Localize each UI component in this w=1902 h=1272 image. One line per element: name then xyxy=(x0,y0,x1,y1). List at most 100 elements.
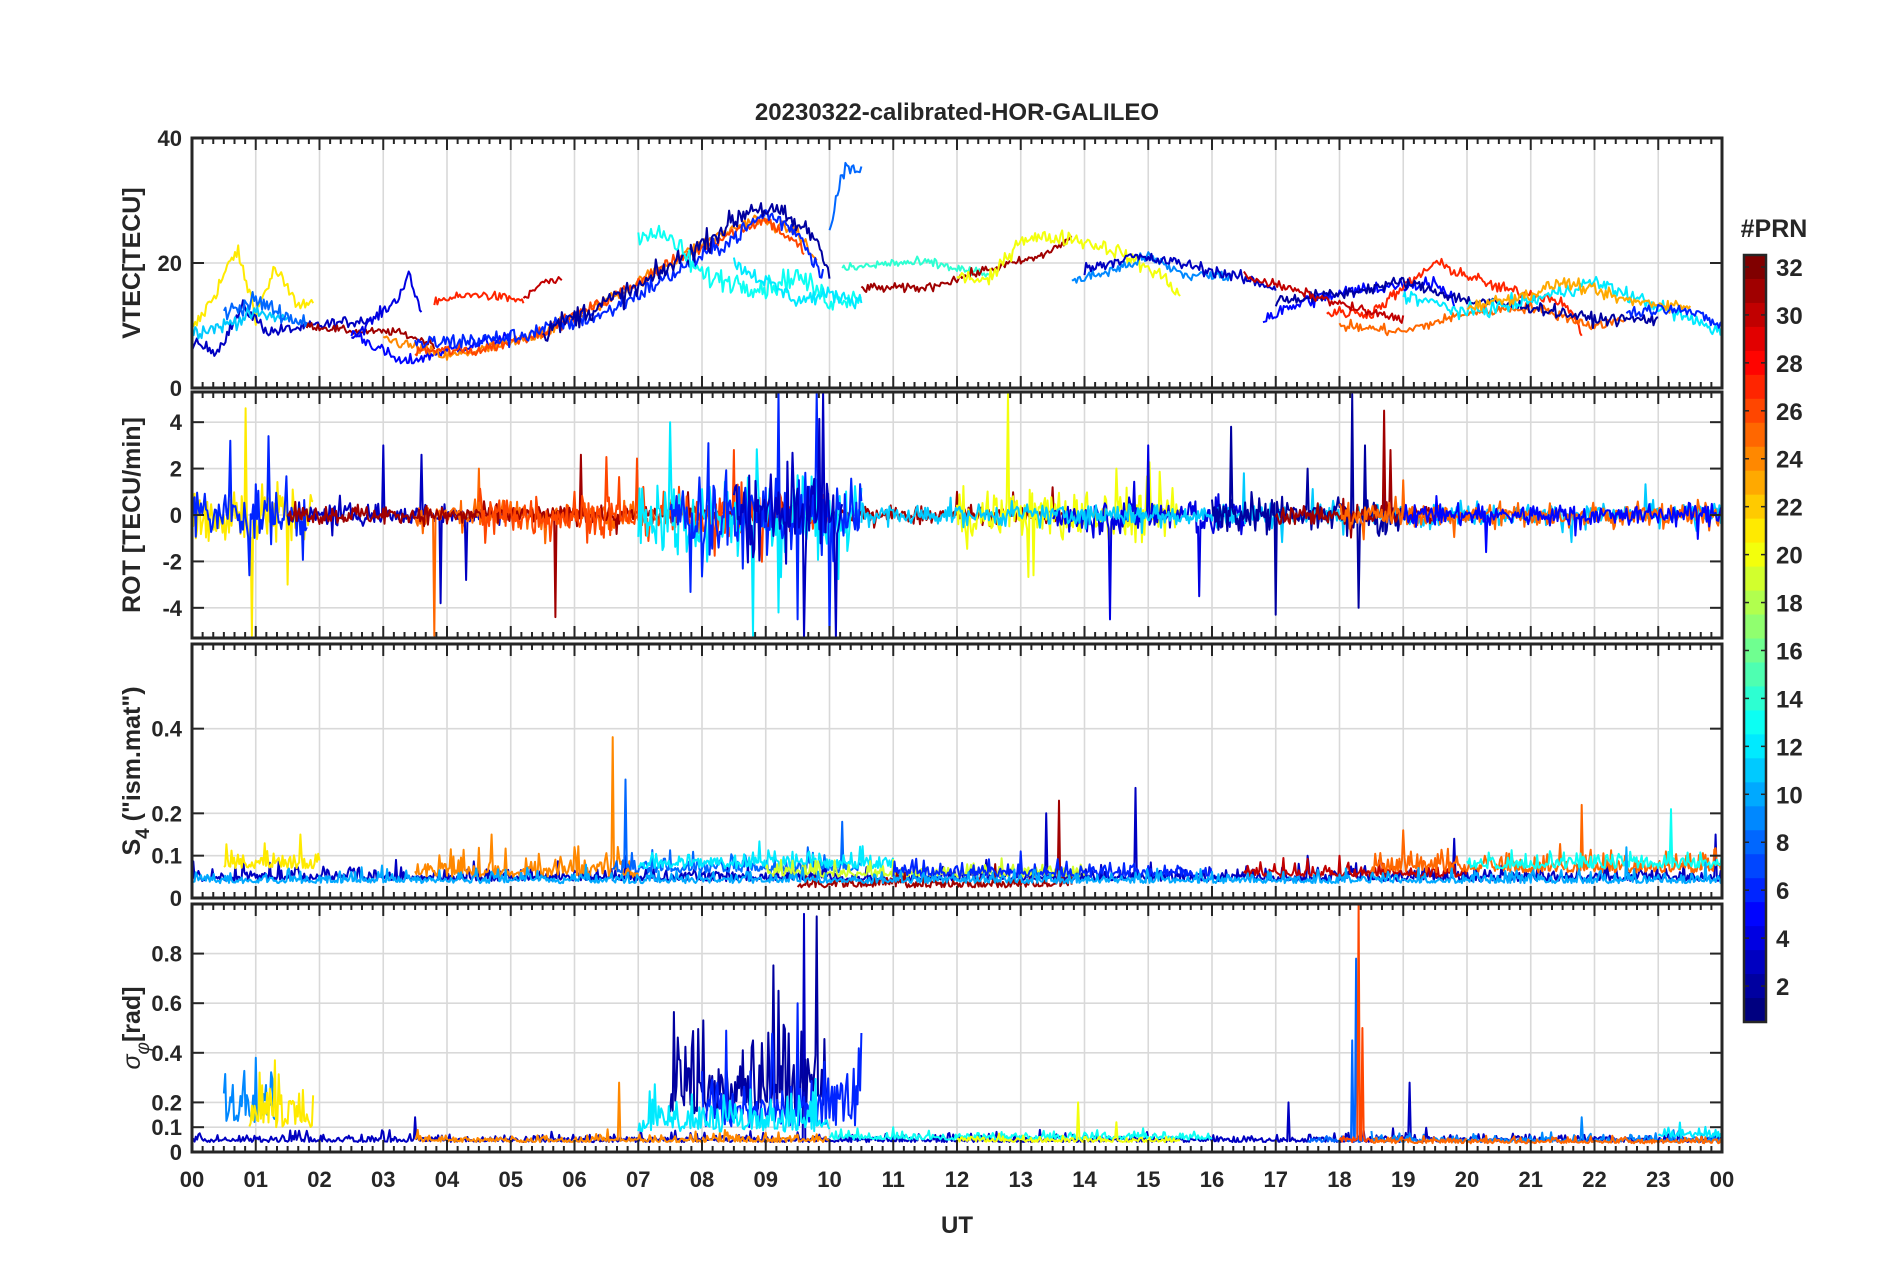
y-tick-label: 0 xyxy=(170,376,182,401)
x-tick-label: 08 xyxy=(690,1167,714,1192)
x-tick-labels: 00 01 02 03 04 05 06 07 08 09 10 11 12 13 14 15 16 17 18 19… xyxy=(180,1167,1734,1192)
colorbar-tick-label: 18 xyxy=(1776,591,1803,618)
colorbar-tick-label: 28 xyxy=(1776,351,1803,378)
series-line-prn-8 xyxy=(828,161,863,231)
colorbar-segment xyxy=(1744,974,1766,999)
series-line-prn-26 xyxy=(1338,904,1405,1144)
colorbar-segment xyxy=(1744,830,1766,855)
y-tick-label: -2 xyxy=(162,549,182,574)
series-line-prn-3 xyxy=(1083,252,1277,291)
x-tick-label: 00 xyxy=(180,1167,204,1192)
colorbar-tick-label: 20 xyxy=(1776,543,1803,570)
colorbar-tick-label: 2 xyxy=(1776,974,1789,1001)
panel-vtec: 0 20 40 VTEC[TECU] xyxy=(118,126,1724,401)
series-line-prn-14 xyxy=(841,255,990,278)
colorbar-tick-label: 14 xyxy=(1776,686,1803,713)
colorbar-label: #PRN xyxy=(1741,215,1808,243)
x-tick-label: 18 xyxy=(1327,1167,1351,1192)
colorbar-segment xyxy=(1744,398,1766,424)
y-tick-label: 20 xyxy=(158,251,182,276)
colorbar-frame xyxy=(1742,253,1768,1024)
y-tick-label: 2 xyxy=(170,457,182,482)
y-tick-label: 0 xyxy=(170,886,182,911)
series-line-prn-24 xyxy=(382,214,818,361)
series-line-prn-23 xyxy=(1466,277,1691,314)
series-line-prn-31 xyxy=(305,322,436,350)
series-line-prn-25 xyxy=(1370,1134,1722,1145)
panel-sigma: 00.10.2 0.4 0.6 0.8 σφ[rad] xyxy=(118,902,1724,1165)
colorbar-segment xyxy=(1744,686,1766,712)
series-line-prn-31 xyxy=(286,453,1073,619)
y-tick-label: 0.2 xyxy=(151,801,182,826)
x-tick-label: 07 xyxy=(626,1167,650,1192)
series-line-prn-21 xyxy=(192,407,314,637)
y-axis-label-vtec: VTEC[TECU] xyxy=(118,187,146,338)
x-tick-label: 04 xyxy=(435,1167,460,1192)
colorbar-segment xyxy=(1744,542,1766,568)
x-tick-label: 01 xyxy=(244,1167,268,1192)
series-line-prn-3 xyxy=(192,299,371,357)
x-tick-label: 02 xyxy=(307,1167,331,1192)
series-line-prn-3 xyxy=(732,392,844,638)
series-line-prn-10 xyxy=(192,846,1722,885)
x-tick-label: 13 xyxy=(1009,1167,1033,1192)
series-line-prn-2 xyxy=(1274,276,1659,329)
colorbar-segment xyxy=(1744,470,1766,496)
x-tick-label: 00 xyxy=(1710,1167,1734,1192)
series-line-prn-11 xyxy=(192,305,289,340)
colorbar-tick-label: 8 xyxy=(1776,830,1789,857)
grid-sigma xyxy=(192,904,1722,1152)
series-line-prn-6 xyxy=(669,392,863,638)
y-tick-label: 0.4 xyxy=(151,717,182,742)
series-line-prn-5 xyxy=(350,330,512,365)
series-line-prn-20 xyxy=(956,1101,1181,1144)
colorbar-tick-label: 4 xyxy=(1776,926,1790,953)
series-line-prn-30 xyxy=(1243,270,1405,324)
series-line-prn-5 xyxy=(1402,495,1722,554)
y-tick-label: -4 xyxy=(162,596,182,621)
series-group-vtec xyxy=(192,161,1722,365)
colorbar-segment xyxy=(1744,878,1766,903)
series-line-prn-24 xyxy=(414,1081,831,1144)
series-line-prn-6 xyxy=(701,1002,863,1129)
x-tick-label: 16 xyxy=(1200,1167,1224,1192)
y-axis-label-sigma: σφ[rad] xyxy=(118,986,154,1069)
colorbar-segment xyxy=(1744,806,1766,831)
series-line-prn-6 xyxy=(414,209,825,349)
colorbar-tick-label: 16 xyxy=(1776,638,1803,665)
y-axis-label-s4: S4 ("ism.mat") xyxy=(118,686,154,855)
x-tick-label: 22 xyxy=(1582,1167,1606,1192)
y-tick-label: 0.1 xyxy=(151,844,182,869)
y-tick-label: 0.2 xyxy=(151,1090,182,1115)
series-line-prn-25 xyxy=(1370,803,1722,874)
colorbar-tick-label: 22 xyxy=(1776,495,1803,522)
series-line-prn-21 xyxy=(192,244,314,329)
colorbar-segment xyxy=(1744,926,1766,951)
colorbar-segment xyxy=(1744,446,1766,472)
x-tick-label: 21 xyxy=(1519,1167,1543,1192)
x-ticks-vtec xyxy=(191,138,1723,388)
colorbar-segment xyxy=(1744,950,1766,975)
colorbar-segment xyxy=(1744,422,1766,448)
x-tick-label: 11 xyxy=(882,1167,905,1192)
panel-rot: -4 -2 0 2 4 ROT [TECU/min] xyxy=(118,390,1724,640)
series-line-prn-30 xyxy=(1243,854,1468,878)
colorbar-segment xyxy=(1744,902,1766,927)
y-tick-label: 0.6 xyxy=(151,991,182,1016)
series-line-prn-8 xyxy=(223,291,308,328)
colorbar-segment xyxy=(1744,638,1766,664)
colorbar-segment xyxy=(1744,255,1766,280)
series-line-prn-21 xyxy=(248,1059,315,1129)
y-axis-label-rot: ROT [TECU/min] xyxy=(118,417,146,613)
series-line-prn-27 xyxy=(433,290,525,306)
x-tick-label: 19 xyxy=(1391,1167,1415,1192)
series-line-prn-8 xyxy=(1307,957,1366,1143)
colorbar-segment xyxy=(1744,518,1766,544)
x-tick-label: 05 xyxy=(499,1167,523,1192)
x-tick-label: 12 xyxy=(945,1167,969,1192)
colorbar-segment xyxy=(1744,566,1766,592)
colorbar-tick-label: 32 xyxy=(1776,255,1803,282)
colorbar-segment xyxy=(1744,350,1766,376)
x-tick-label: 23 xyxy=(1646,1167,1670,1192)
y-tick-label: 0.8 xyxy=(151,942,182,967)
